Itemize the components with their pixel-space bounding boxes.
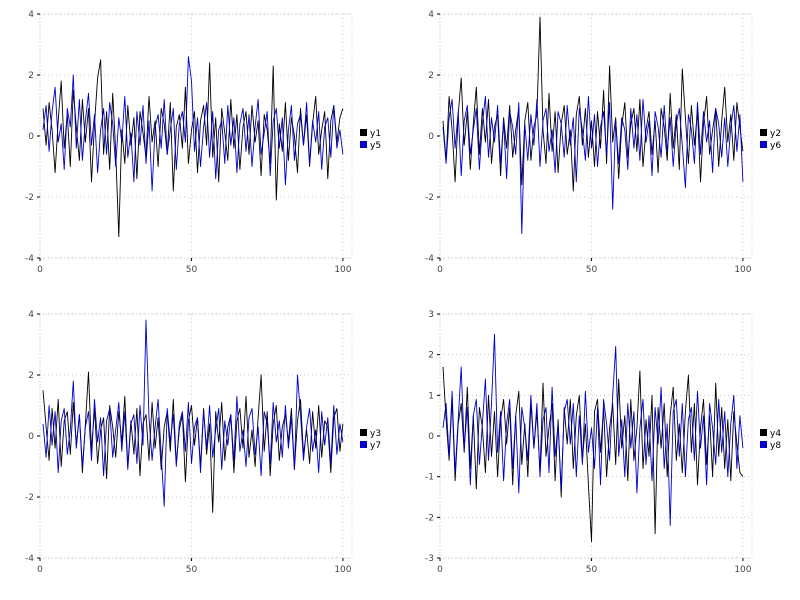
legend-label-y5: y5	[370, 141, 381, 151]
series-line-y8	[442, 333, 744, 526]
chart-panel-bottom-right: 0 50 100 -3 -2 -1 0 1 2 3 y4 y8	[400, 300, 800, 600]
y-tick-label: -2	[25, 193, 34, 203]
y-tick-label: 0	[28, 132, 34, 142]
y-tick-label: -4	[25, 554, 34, 564]
y-tick-label: -3	[425, 554, 434, 564]
y-tick-label: 2	[28, 371, 34, 381]
series-line-y1	[42, 59, 344, 238]
x-tick-label: 100	[334, 265, 351, 275]
series-line-y6	[442, 95, 744, 235]
legend-label-y4: y4	[770, 429, 781, 439]
legend-swatch-y3	[360, 429, 367, 436]
x-tick-label: 50	[586, 265, 598, 275]
legend-label-y1: y1	[370, 129, 381, 139]
x-tick-label: 50	[586, 565, 598, 575]
y-tick-label: 4	[428, 10, 434, 20]
legend-swatch-y1	[360, 129, 367, 136]
chart-panel-top-right: 0 50 100 -4 -2 0 2 4 y2 y6	[400, 0, 800, 300]
y-tick-label: 0	[428, 132, 434, 142]
legend-swatch-y4	[760, 429, 767, 436]
chart-svg-y2-y6: 0 50 100 -4 -2 0 2 4 y2 y6	[425, 10, 781, 275]
chart-svg-y1-y5: 0 50 100 -4 -2 0 2 4 y1 y5	[25, 10, 381, 275]
series-line-y2	[442, 16, 744, 192]
x-tick-label: 50	[186, 565, 198, 575]
series-line-y5	[42, 56, 344, 192]
legend-label-y2: y2	[770, 129, 781, 139]
legend-label-y3: y3	[370, 429, 381, 439]
y-tick-label: 1	[428, 391, 434, 401]
y-tick-label: -4	[425, 254, 434, 264]
legend-swatch-y7	[360, 441, 367, 448]
y-tick-label: 4	[28, 10, 34, 20]
y-tick-label: -4	[25, 254, 34, 264]
legend-label-y8: y8	[770, 441, 781, 451]
y-tick-label: 0	[428, 432, 434, 442]
y-tick-label: 2	[428, 351, 434, 361]
y-tick-label: 2	[28, 71, 34, 81]
series-line-y7	[42, 319, 344, 507]
x-tick-label: 0	[437, 265, 443, 275]
legend-label-y7: y7	[370, 441, 381, 451]
chart-panel-top-left: 0 50 100 -4 -2 0 2 4 y1 y5	[0, 0, 400, 300]
y-tick-label: 2	[428, 71, 434, 81]
x-tick-label: 100	[734, 265, 751, 275]
x-tick-label: 50	[186, 265, 198, 275]
x-tick-label: 0	[437, 565, 443, 575]
legend-swatch-y8	[760, 441, 767, 448]
y-tick-label: -2	[25, 493, 34, 503]
y-tick-label: -2	[425, 193, 434, 203]
y-tick-label: 0	[28, 432, 34, 442]
x-tick-label: 0	[37, 265, 43, 275]
legend-swatch-y6	[760, 141, 767, 148]
y-tick-label: -2	[425, 513, 434, 523]
chart-panel-bottom-left: 0 50 100 -4 -2 0 2 4 y3 y7	[0, 300, 400, 600]
legend-swatch-y2	[760, 129, 767, 136]
x-tick-label: 100	[734, 565, 751, 575]
x-tick-label: 0	[37, 565, 43, 575]
y-tick-label: -1	[425, 473, 434, 483]
legend-swatch-y5	[360, 141, 367, 148]
legend-label-y6: y6	[770, 141, 781, 151]
x-tick-label: 100	[334, 565, 351, 575]
y-tick-label: 3	[428, 310, 434, 320]
y-tick-label: 4	[28, 310, 34, 320]
chart-svg-y4-y8: 0 50 100 -3 -2 -1 0 1 2 3 y4 y8	[425, 310, 781, 575]
chart-svg-y3-y7: 0 50 100 -4 -2 0 2 4 y3 y7	[25, 310, 381, 575]
